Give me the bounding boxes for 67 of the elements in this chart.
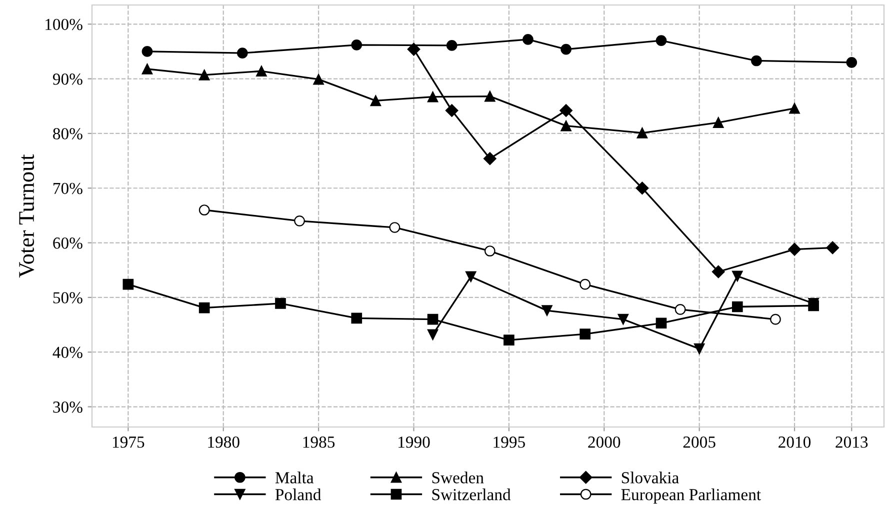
- x-tick-label: 1980: [208, 436, 240, 448]
- point: [370, 95, 382, 106]
- point: [751, 55, 762, 66]
- point: [560, 44, 572, 55]
- y-tick-label: 50%: [53, 292, 82, 304]
- point: [427, 329, 438, 340]
- legend-label: Switzerland: [432, 488, 511, 500]
- point: [522, 34, 534, 45]
- point: [427, 314, 438, 325]
- x-tick-label: 1995: [494, 436, 525, 448]
- y-tick-label: 90%: [52, 73, 82, 85]
- x-tick-label: 1985: [303, 436, 335, 448]
- point: [142, 64, 153, 74]
- point: [694, 343, 705, 354]
- legend-label: Slovakia: [622, 472, 679, 484]
- legend-label: European Parliament: [621, 488, 761, 504]
- point: [256, 66, 267, 77]
- point: [618, 314, 629, 325]
- point: [351, 312, 362, 324]
- point: [656, 35, 667, 46]
- point: [656, 318, 667, 329]
- x-tick-label: 1990: [398, 436, 430, 448]
- point: [122, 278, 134, 290]
- point: [826, 241, 840, 254]
- point: [351, 39, 362, 50]
- point: [732, 270, 743, 282]
- point: [427, 91, 438, 102]
- point: [446, 40, 458, 51]
- point: [275, 298, 286, 309]
- point: [142, 46, 153, 57]
- x-tick-label: 2010: [778, 436, 811, 448]
- point: [636, 182, 649, 195]
- x-tick-label: 1975: [112, 436, 144, 448]
- legend-label: Malta: [275, 472, 314, 484]
- point: [445, 104, 458, 117]
- y-tick-label: 70%: [54, 182, 82, 194]
- point: [484, 90, 496, 102]
- point: [732, 301, 743, 312]
- point: [407, 42, 420, 56]
- point: [560, 104, 573, 117]
- legend-label: Sweden: [432, 472, 484, 484]
- y-tick-label: 40%: [52, 346, 82, 358]
- point: [712, 117, 724, 128]
- point: [846, 56, 858, 68]
- point: [236, 48, 248, 59]
- y-axis-title: Voter Turnout: [19, 154, 34, 278]
- point: [789, 102, 800, 114]
- point: [198, 70, 210, 80]
- point: [483, 152, 496, 166]
- x-tick-label: 2013: [836, 436, 868, 448]
- x-tick-label: 2005: [683, 436, 716, 448]
- point: [313, 74, 324, 85]
- point: [465, 271, 476, 282]
- y-tick-label: 80%: [53, 128, 82, 140]
- point: [504, 334, 514, 346]
- point: [580, 328, 591, 340]
- y-tick-label: 60%: [53, 237, 82, 249]
- point: [542, 305, 552, 316]
- legend-label: Poland: [275, 488, 322, 500]
- point: [198, 302, 210, 314]
- y-tick-label: 100%: [46, 18, 82, 30]
- point: [788, 242, 801, 256]
- point: [636, 127, 648, 138]
- x-tick-label: 2000: [588, 436, 620, 448]
- y-tick-label: 30%: [53, 401, 82, 413]
- point: [560, 120, 572, 132]
- point: [712, 265, 725, 278]
